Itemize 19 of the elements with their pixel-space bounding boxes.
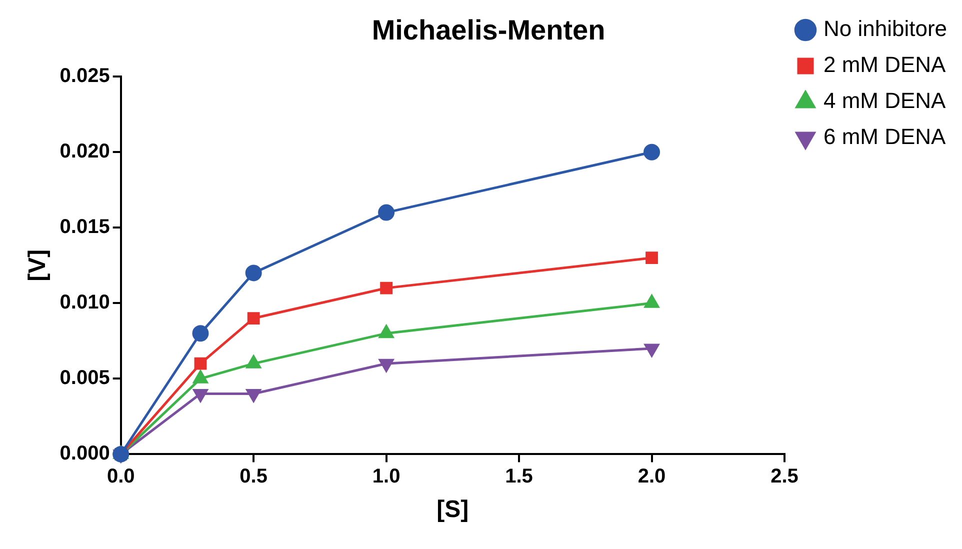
x-tick-label: 2.0 [638, 466, 666, 488]
y-tick-label: 0.010 [60, 292, 110, 314]
y-tick-label: 0.020 [60, 140, 110, 163]
y-tick-label: 0.000 [60, 442, 110, 465]
y-tick-label: 0.015 [60, 216, 110, 238]
x-axis-title: [S] [436, 496, 469, 524]
legend-label: 2 mM DENA [823, 52, 946, 78]
y-tick-label: 0.005 [60, 367, 110, 390]
x-tick-label: 0.5 [240, 466, 268, 488]
legend-label: 6 mM DENA [823, 124, 946, 150]
x-tick-label: 1.5 [505, 466, 533, 488]
y-tick-label: 0.025 [60, 65, 110, 88]
y-axis-title: [V] [24, 249, 52, 282]
chart-title: Michaelis-Menten [372, 14, 606, 46]
x-tick-label: 0.0 [106, 466, 135, 488]
legend-label: 4 mM DENA [823, 88, 946, 114]
x-tick-label: 2.5 [770, 466, 798, 488]
x-tick-label: 1.0 [372, 466, 400, 488]
legend-label: No inhibitore [823, 16, 947, 42]
